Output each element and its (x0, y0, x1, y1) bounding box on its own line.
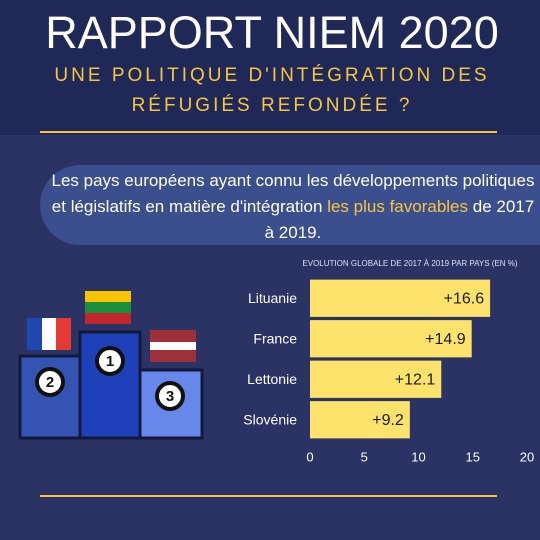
flag-lithuania (85, 313, 131, 324)
rank-label: 1 (106, 353, 114, 370)
value-label: +9.2 (372, 412, 404, 429)
rank-label: 3 (166, 388, 174, 405)
intro-part: Les pays européens ayant connu les dével… (51, 171, 535, 216)
y-tick-label: France (253, 330, 297, 346)
rank-badge (155, 381, 185, 411)
subtitle: RÉFUGIÉS REFONDÉE ? (132, 95, 413, 116)
rank-label: 2 (46, 374, 54, 391)
flag-lithuania (85, 302, 131, 313)
value-label: +14.9 (425, 331, 466, 348)
intro-bubble (40, 165, 540, 245)
chart-title: EVOLUTION GLOBALE DE 2017 À 2019 PAR PAY… (302, 259, 518, 268)
bar (310, 279, 491, 317)
flag-france (56, 318, 71, 350)
x-tick-label: 15 (466, 449, 480, 464)
x-tick-label: 10 (411, 449, 425, 464)
bar (310, 360, 442, 398)
flag-lithuania (85, 291, 131, 302)
y-tick-label: Slovénie (243, 411, 297, 427)
flag-france (27, 318, 42, 350)
intro-highlight: les plus favorables (327, 197, 469, 216)
bar (310, 320, 472, 358)
intro-part: de 2017 à 2019. (264, 197, 535, 242)
rank-badge (35, 367, 65, 397)
flag-latvia (150, 342, 196, 350)
x-tick-label: 5 (361, 449, 368, 464)
subtitle: UNE POLITIQUE D'INTÉGRATION DES (54, 65, 489, 86)
rank-badge (95, 346, 125, 376)
header-band (0, 0, 540, 135)
x-tick-label: 20 (520, 449, 534, 464)
value-label: +12.1 (395, 371, 436, 388)
value-label: +16.6 (444, 290, 485, 307)
intro-text: Les pays européens ayant connu les dével… (50, 168, 536, 246)
y-tick-label: Lituanie (248, 290, 297, 306)
x-tick-label: 0 (306, 449, 313, 464)
title: RAPPORT NIEM 2020 (45, 7, 499, 58)
podium: 1 2 3 (18, 291, 204, 440)
y-tick-label: Lettonie (247, 371, 297, 387)
bar (310, 401, 410, 439)
